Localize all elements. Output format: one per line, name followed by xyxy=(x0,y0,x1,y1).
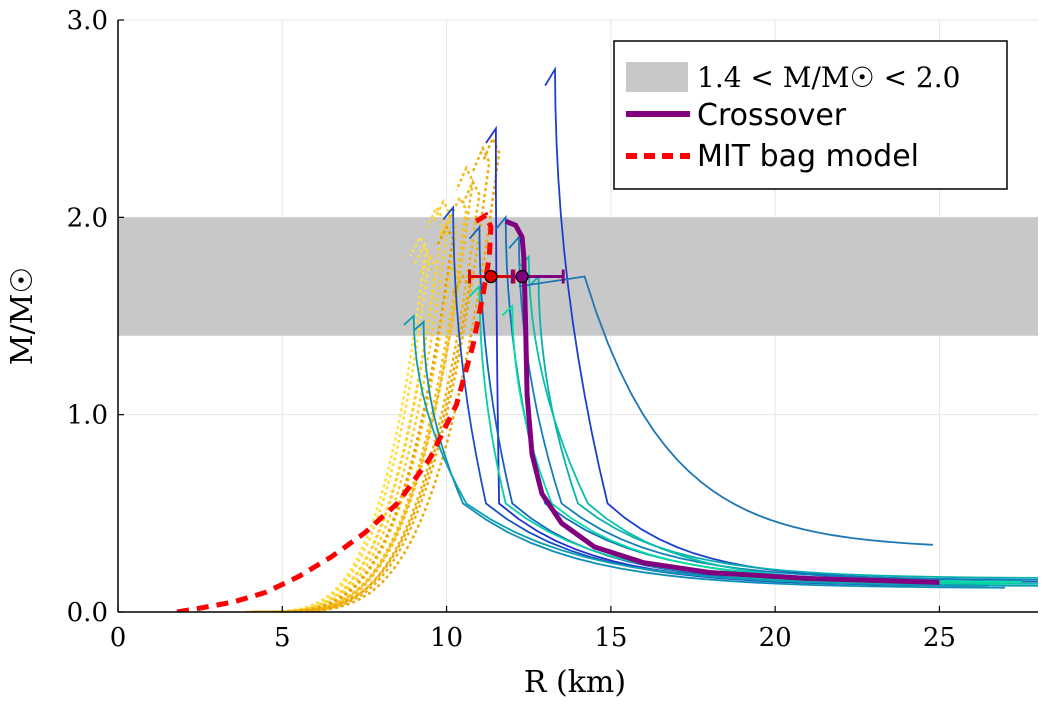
mass-band xyxy=(118,217,1038,336)
bag-model-curve xyxy=(251,198,452,612)
crossover-family-curve xyxy=(501,304,1022,583)
bag-model-curve xyxy=(263,135,501,612)
error-bars xyxy=(468,269,565,284)
bag-model-curve xyxy=(253,264,462,612)
y-tick-label: 3.0 xyxy=(67,6,108,36)
x-ticks: 0 5 10 15 20 25 xyxy=(110,606,956,653)
x-tick-label: 0 xyxy=(110,623,127,653)
crossover-curve xyxy=(504,218,940,585)
bag-model-family xyxy=(245,135,501,612)
crossover-family-curve xyxy=(528,274,1038,579)
y-tick-label: 0.0 xyxy=(67,598,108,628)
bag-model-curve xyxy=(249,204,445,612)
legend-label-band: 1.4 < M/M☉ < 2.0 xyxy=(697,61,960,94)
bag-model-curve xyxy=(251,224,455,612)
crossover-family-curve xyxy=(518,275,933,546)
bag-model-curve xyxy=(255,194,468,612)
legend-label-crossover: Crossover xyxy=(697,98,847,133)
y-ticks: 0.0 1.0 2.0 3.0 xyxy=(67,6,124,628)
error-bar-point xyxy=(515,269,529,284)
bag-model-curve xyxy=(255,274,471,612)
y-tick-label: 2.0 xyxy=(67,203,108,233)
bag-model-curve xyxy=(258,178,481,612)
x-axis-label: R (km) xyxy=(524,665,626,700)
x-tick-label: 15 xyxy=(594,623,627,653)
legend-band-swatch xyxy=(626,62,688,92)
crossover-family-curve xyxy=(403,314,1038,587)
bag-model-curve xyxy=(246,244,432,612)
y-axis-label: M/M☉ xyxy=(5,267,40,365)
y-tick-label: 1.0 xyxy=(67,401,108,431)
crossover-family-curve xyxy=(413,319,1006,589)
x-tick-label: 20 xyxy=(759,623,792,653)
bag-model-curve xyxy=(256,165,475,612)
error-bar-point xyxy=(484,269,498,284)
legend: 1.4 < M/M☉ < 2.0 Crossover MIT bag model xyxy=(613,40,1008,190)
x-tick-label: 10 xyxy=(430,623,463,653)
x-tick-label: 5 xyxy=(274,623,291,653)
legend-label-mit: MIT bag model xyxy=(697,139,919,174)
x-tick-label: 25 xyxy=(923,623,956,653)
